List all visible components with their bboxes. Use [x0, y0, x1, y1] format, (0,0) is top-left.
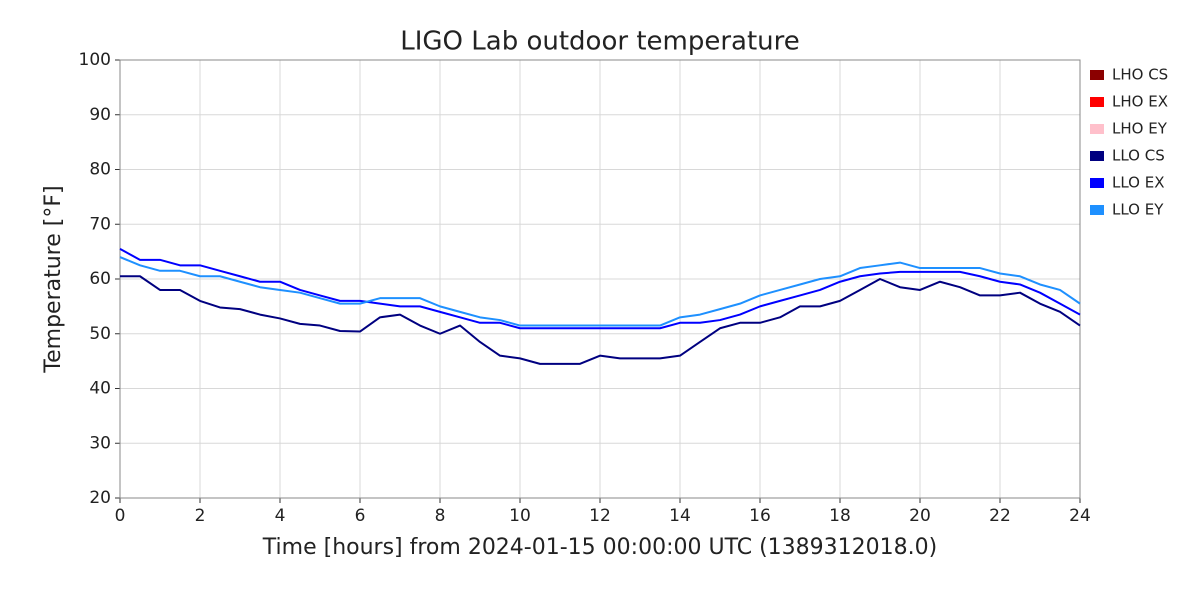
- legend-swatch: [1090, 178, 1104, 188]
- x-tick-label: 12: [589, 506, 611, 526]
- series-line: [119, 256, 1081, 327]
- x-tick-label: 0: [115, 506, 126, 526]
- y-tick-label: 80: [89, 160, 111, 180]
- legend-label: LLO EX: [1112, 174, 1165, 192]
- legend-swatch: [1090, 124, 1104, 134]
- legend-label: LHO EX: [1112, 93, 1168, 111]
- y-tick-label: 30: [89, 433, 111, 453]
- y-tick-label: 50: [89, 324, 111, 344]
- x-tick-label: 24: [1069, 506, 1091, 526]
- y-tick-label: 20: [89, 488, 111, 508]
- x-tick-label: 14: [669, 506, 691, 526]
- y-tick-label: 90: [89, 105, 111, 125]
- y-tick-label: 70: [89, 214, 111, 234]
- x-tick-label: 10: [509, 506, 531, 526]
- legend-label: LLO CS: [1112, 147, 1165, 165]
- x-tick-label: 20: [909, 506, 931, 526]
- y-tick-label: 100: [79, 50, 111, 70]
- y-tick-label: 40: [89, 379, 111, 399]
- x-tick-label: 2: [195, 506, 206, 526]
- legend-swatch: [1090, 151, 1104, 161]
- legend-swatch: [1090, 205, 1104, 215]
- series-line: [120, 275, 1081, 365]
- x-tick-label: 16: [749, 506, 771, 526]
- legend-swatch: [1090, 70, 1104, 80]
- legend-swatch: [1090, 97, 1104, 107]
- y-tick-label: 60: [89, 269, 111, 289]
- x-tick-label: 18: [829, 506, 851, 526]
- legend-label: LLO EY: [1112, 201, 1164, 219]
- x-tick-label: 8: [435, 506, 446, 526]
- legend-label: LHO EY: [1112, 120, 1168, 138]
- plot-frame: [119, 59, 1081, 499]
- x-axis-label: Time [hours] from 2024-01-15 00:00:00 UT…: [262, 535, 937, 560]
- y-axis-label: Temperature [°F]: [41, 185, 66, 373]
- x-tick-label: 6: [355, 506, 366, 526]
- chart-title: LIGO Lab outdoor temperature: [400, 27, 800, 57]
- x-tick-label: 22: [989, 506, 1011, 526]
- series-line: [119, 248, 1081, 330]
- x-tick-label: 4: [275, 506, 286, 526]
- legend-label: LHO CS: [1112, 66, 1168, 84]
